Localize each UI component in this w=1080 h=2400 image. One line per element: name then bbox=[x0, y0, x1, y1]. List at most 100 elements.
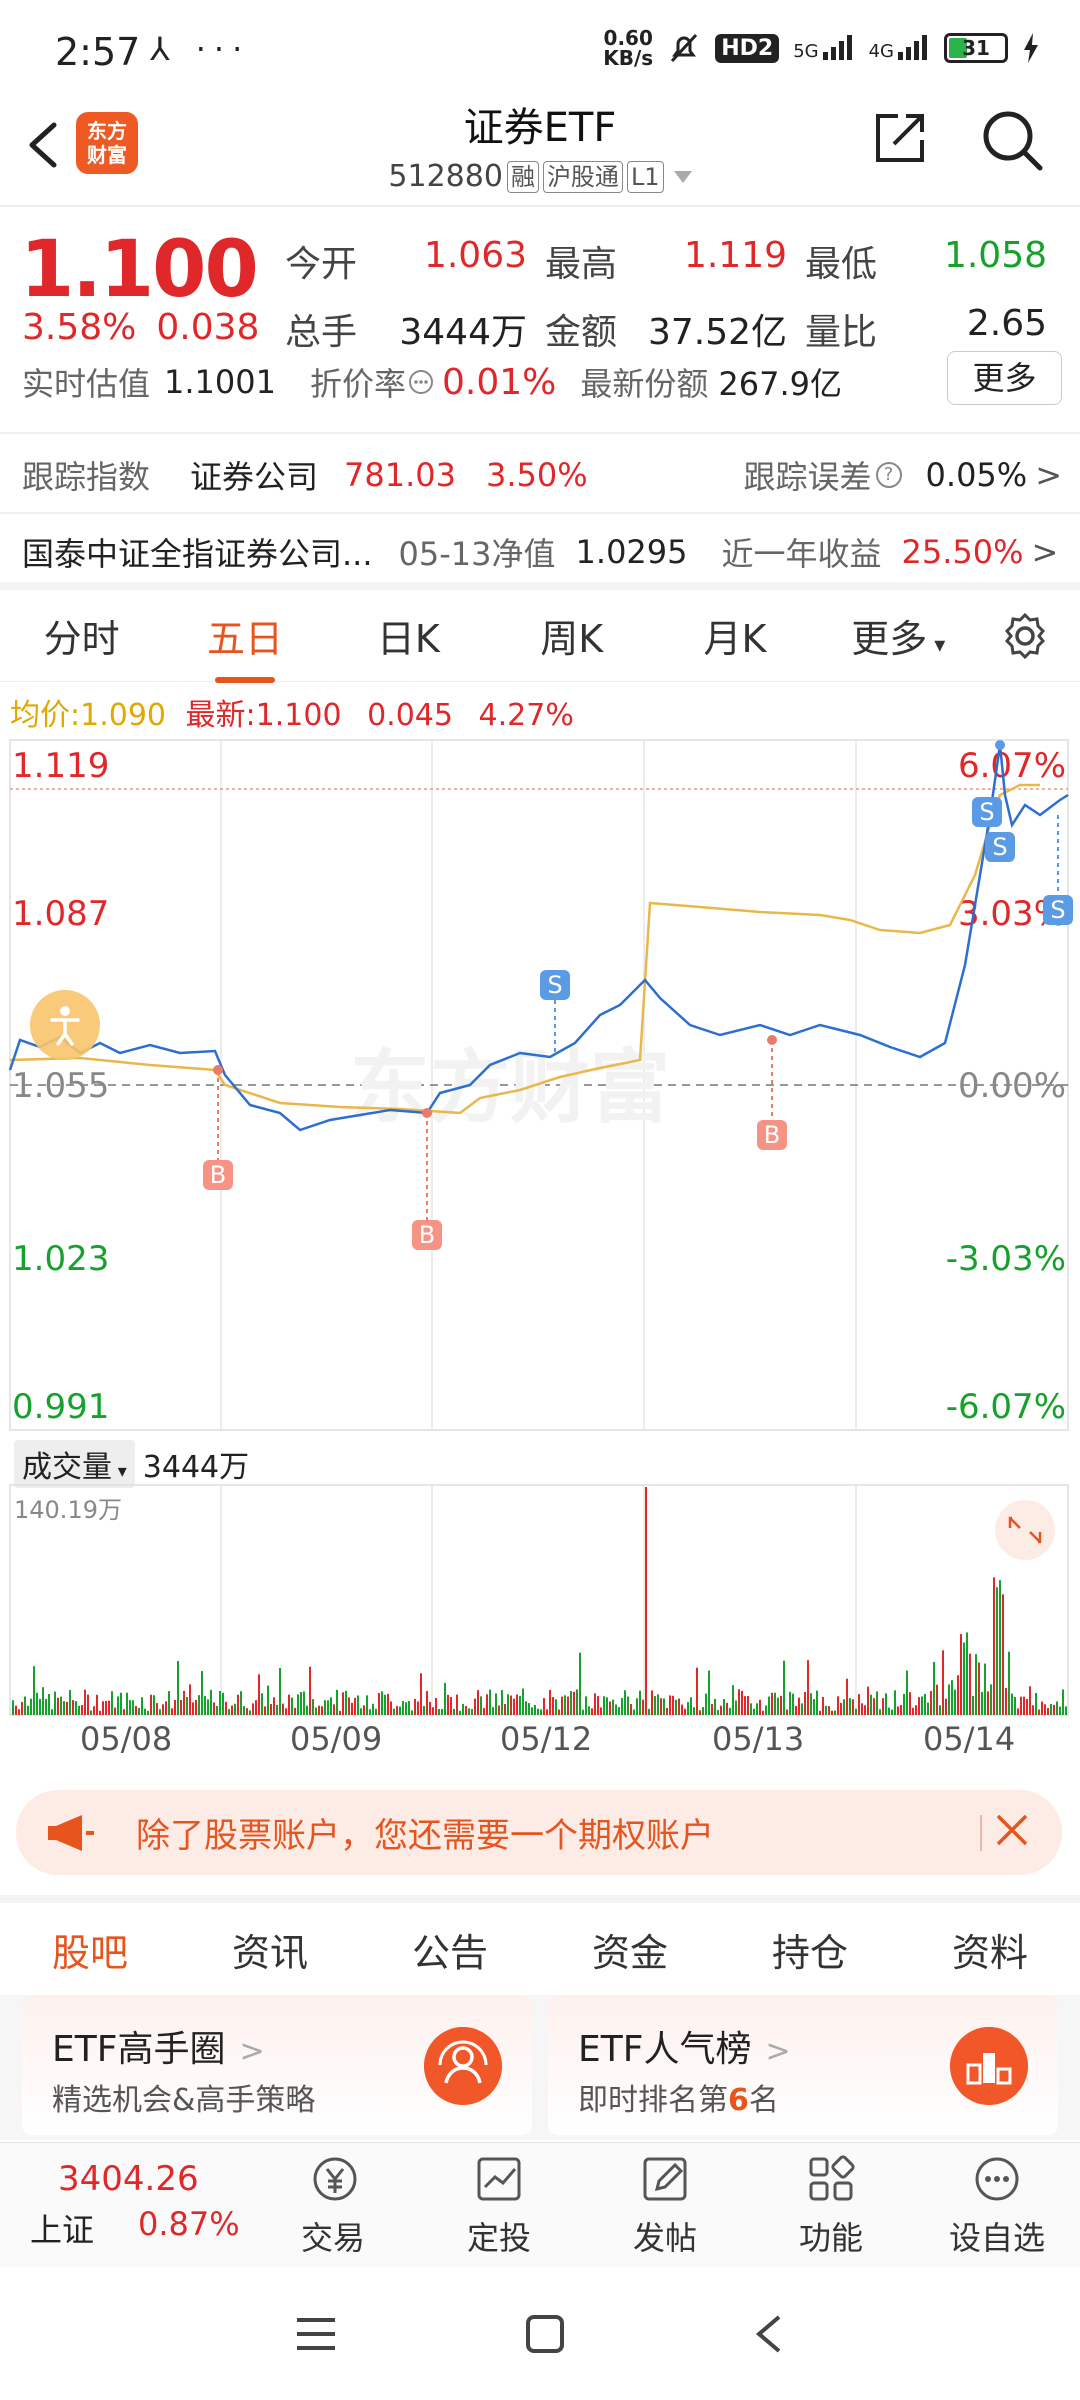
volume-bar bbox=[615, 1704, 617, 1715]
volume-bar bbox=[519, 1695, 521, 1715]
volume-bar bbox=[30, 1698, 32, 1715]
volume-bar bbox=[555, 1699, 557, 1715]
etf-expert-card[interactable]: ETF高手圈 > 精选机会&高手策略 bbox=[22, 1995, 532, 2135]
volume-bar bbox=[852, 1699, 854, 1715]
volume-bar bbox=[393, 1708, 395, 1715]
add-watchlist-button[interactable]: 设自选 bbox=[914, 2151, 1080, 2259]
search-icon[interactable] bbox=[980, 108, 1044, 172]
volume-bar bbox=[339, 1710, 341, 1715]
fund-row[interactable]: 国泰中证全指证券公司... 05-13净值 1.0295 近一年收益 25.50… bbox=[22, 529, 1062, 575]
buy-sell-markers[interactable]: B B B S S S S bbox=[203, 740, 1073, 1250]
volume-bar bbox=[39, 1698, 41, 1715]
back-arrow-icon[interactable] bbox=[20, 115, 70, 175]
sell-marker[interactable]: S bbox=[547, 971, 562, 999]
volume-bar bbox=[870, 1694, 872, 1715]
auto-invest-button[interactable]: 定投 bbox=[416, 2151, 582, 2259]
volume-bar bbox=[375, 1708, 377, 1715]
price-chart[interactable]: 东方财富 1.119 1.087 1.055 1.023 0.991 6.07%… bbox=[0, 735, 1080, 1435]
volume-bar bbox=[219, 1691, 221, 1715]
volume-bar bbox=[129, 1700, 131, 1715]
volume-selector[interactable]: 成交量 ▾ bbox=[14, 1440, 135, 1488]
home-square-icon[interactable] bbox=[524, 2313, 566, 2355]
functions-button[interactable]: 功能 bbox=[748, 2151, 914, 2259]
volume-bar bbox=[969, 1653, 971, 1715]
volume-bar bbox=[828, 1706, 830, 1715]
tab-weekly-k[interactable]: 周K bbox=[540, 617, 604, 661]
volume-bar bbox=[825, 1705, 827, 1715]
volume-bar bbox=[69, 1689, 71, 1715]
app-logo[interactable]: 东方 财富 bbox=[76, 112, 138, 174]
volume-bar bbox=[15, 1705, 17, 1715]
tab-funds[interactable]: 资金 bbox=[591, 1930, 668, 1975]
buy-marker[interactable]: B bbox=[419, 1221, 435, 1249]
back-triangle-icon[interactable] bbox=[751, 2313, 787, 2355]
buy-marker[interactable]: B bbox=[764, 1121, 780, 1149]
etf-popularity-card[interactable]: ETF人气榜 > 即时排名第6名 bbox=[548, 1995, 1058, 2135]
volume-bar bbox=[708, 1670, 710, 1715]
volume-bar bbox=[222, 1692, 224, 1715]
volume-bar bbox=[624, 1690, 626, 1715]
volume-bar bbox=[528, 1703, 530, 1715]
market-index[interactable]: 3404.26 上证 0.87% bbox=[0, 2159, 250, 2251]
volume-bar bbox=[1005, 1687, 1007, 1715]
menu-icon[interactable] bbox=[293, 2314, 339, 2354]
sell-marker[interactable]: S bbox=[992, 833, 1007, 861]
tab-forum[interactable]: 股吧 bbox=[0, 1922, 180, 2001]
chevron-right-icon: > bbox=[1035, 456, 1062, 494]
volume-bar bbox=[462, 1703, 464, 1715]
help-icon[interactable]: ? bbox=[875, 462, 902, 488]
quote-grid: 今开 1.063 最高 1.119 最低 1.058 总手 3444万 金额 37.52亿… bbox=[285, 227, 1065, 363]
expand-icon[interactable] bbox=[995, 1500, 1055, 1560]
volume-bar bbox=[36, 1692, 38, 1715]
volume-bar bbox=[576, 1689, 578, 1715]
volume-bar bbox=[135, 1705, 137, 1715]
volume-bar bbox=[414, 1698, 416, 1715]
close-icon[interactable] bbox=[992, 1810, 1032, 1850]
share-icon[interactable] bbox=[870, 108, 930, 168]
tab-intraday[interactable]: 分时 bbox=[43, 617, 120, 661]
gear-icon[interactable] bbox=[1000, 611, 1050, 661]
volume-bar bbox=[858, 1694, 860, 1715]
volume-bar bbox=[756, 1703, 758, 1715]
content-tabs: 股吧 资讯 公告 资金 持仓 资料 bbox=[0, 1895, 1080, 2001]
volume-bar bbox=[495, 1693, 497, 1715]
volume-bar bbox=[657, 1694, 659, 1715]
volume-bar bbox=[861, 1703, 863, 1715]
tracking-row[interactable]: 跟踪指数 证券公司 781.03 3.50% 跟踪误差 ? 0.05% > bbox=[22, 452, 1062, 498]
volume-bar bbox=[279, 1667, 281, 1715]
tab-monthly-k[interactable]: 月K bbox=[703, 617, 767, 661]
volume-bar bbox=[912, 1707, 914, 1715]
tab-holdings[interactable]: 持仓 bbox=[771, 1930, 848, 1975]
volume-bar bbox=[477, 1690, 479, 1715]
tab-announcements[interactable]: 公告 bbox=[411, 1930, 488, 1975]
buy-marker[interactable]: B bbox=[210, 1161, 226, 1189]
trade-button[interactable]: 交易 bbox=[250, 2151, 416, 2259]
more-dots-icon[interactable] bbox=[408, 369, 434, 395]
volume-bar bbox=[972, 1695, 974, 1715]
y-left-1: 1.119 bbox=[12, 746, 109, 786]
volume-bar bbox=[216, 1705, 218, 1715]
sell-marker[interactable]: S bbox=[1050, 896, 1065, 924]
accessibility-float-icon[interactable] bbox=[30, 990, 100, 1060]
tab-news[interactable]: 资讯 bbox=[231, 1930, 308, 1975]
tab-five-day[interactable]: 五日 bbox=[163, 608, 326, 683]
volume-bar bbox=[702, 1707, 704, 1715]
promo-banner[interactable]: 除了股票账户，您还需要一个期权账户 bbox=[16, 1790, 1062, 1875]
tab-daily-k[interactable]: 日K bbox=[376, 617, 440, 661]
volume-bar bbox=[366, 1695, 368, 1715]
tab-profile[interactable]: 资料 bbox=[951, 1930, 1028, 1975]
y-left-5: 0.991 bbox=[12, 1387, 109, 1427]
volume-bar bbox=[363, 1705, 365, 1715]
volume-bar bbox=[1008, 1651, 1010, 1715]
more-button[interactable]: 更多 bbox=[947, 351, 1062, 405]
volume-bar bbox=[573, 1691, 575, 1715]
subtitle[interactable]: 512880 融 沪股通 L1 bbox=[0, 159, 1080, 194]
volume-bar bbox=[633, 1709, 635, 1715]
post-button[interactable]: 发帖 bbox=[582, 2151, 748, 2259]
volume-bar bbox=[249, 1710, 251, 1715]
volume-bar bbox=[315, 1707, 317, 1715]
volume-bar bbox=[561, 1696, 563, 1715]
sell-marker[interactable]: S bbox=[979, 798, 994, 826]
volume-bar bbox=[771, 1692, 773, 1715]
tab-more[interactable]: 更多 ▾ bbox=[851, 617, 946, 661]
